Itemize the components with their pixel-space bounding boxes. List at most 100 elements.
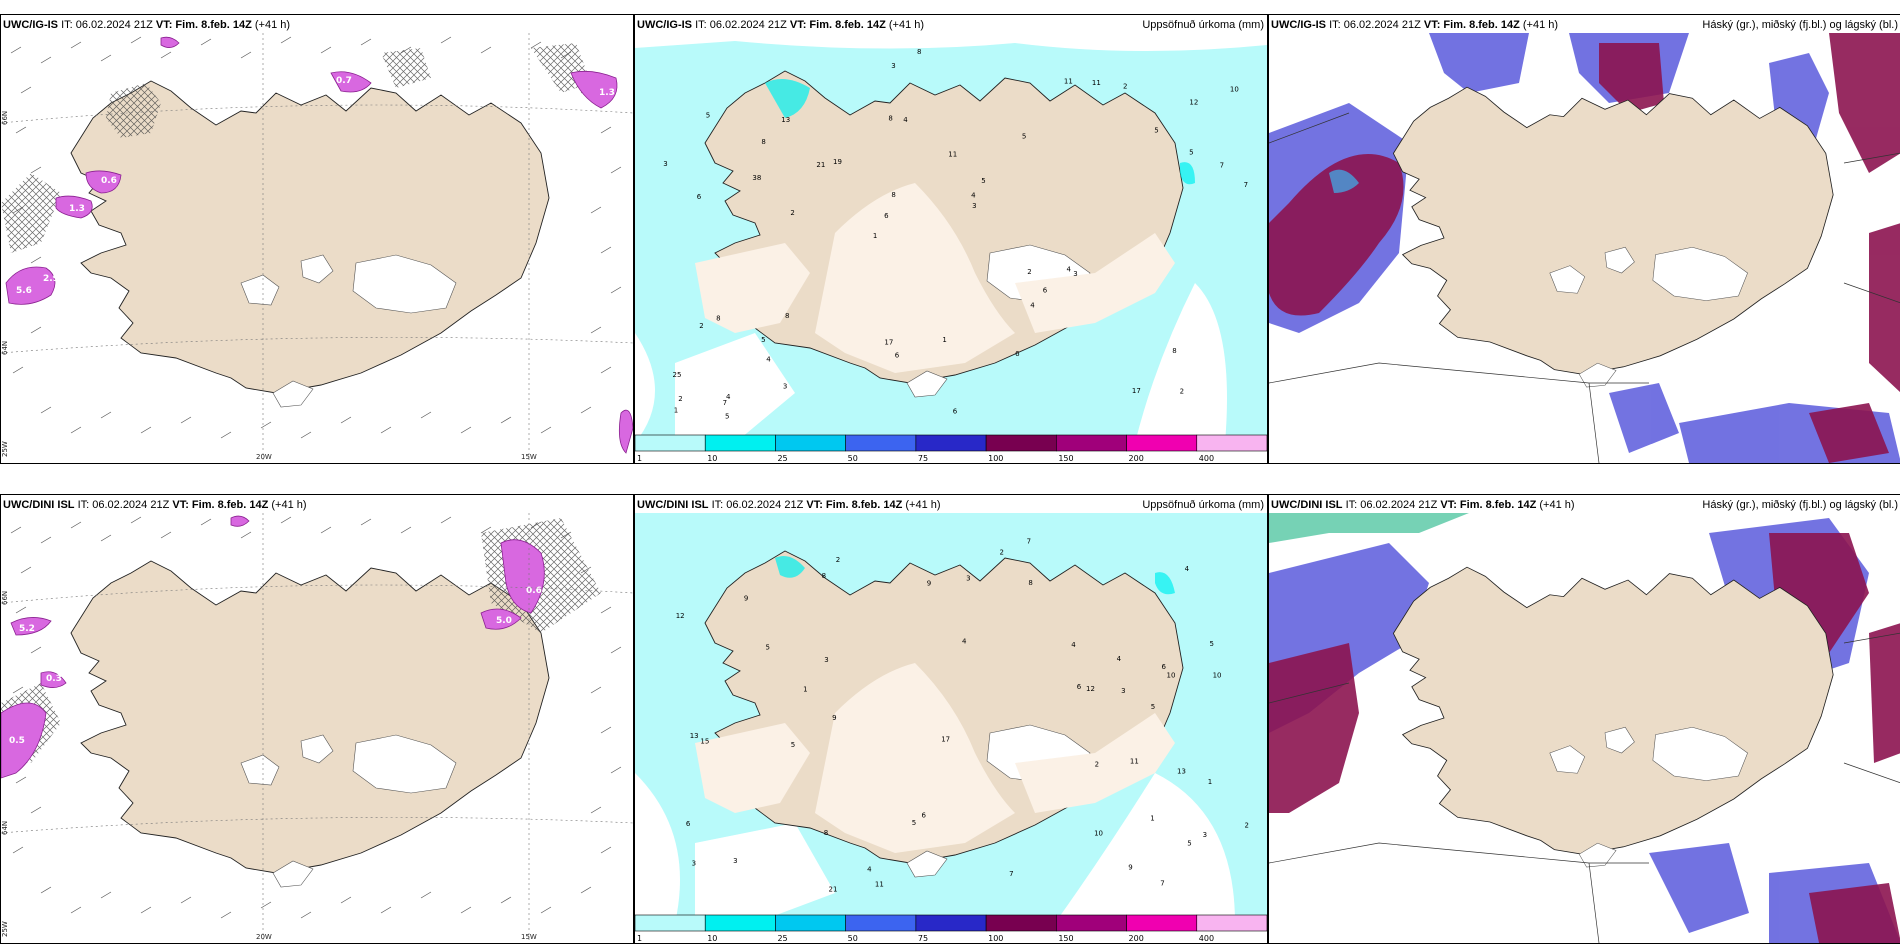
precip-value: 5: [1151, 703, 1155, 711]
lead-time: (+41 h): [1522, 19, 1559, 31]
colorbar-tick: 200: [1129, 454, 1144, 463]
precip-value: 12: [1086, 685, 1095, 693]
wind-map: 1.3 5.6 2.9 1.3 0.6 0.7 66N 64N 25W 20W …: [1, 33, 633, 463]
precip-value: 4: [971, 192, 976, 200]
snow-label: 0.3: [46, 674, 62, 684]
panel-precip-dini: UWC/DINI ISL IT: 06.02.2024 21Z VT: Fim.…: [634, 494, 1268, 944]
colorbar-tick: 75: [918, 934, 928, 943]
init-time: IT: 06.02.2024 21Z: [1345, 499, 1438, 511]
precip-value: 3: [1073, 270, 1077, 278]
init-time: IT: 06.02.2024 21Z: [711, 499, 804, 511]
snow-label: 5.0: [496, 616, 512, 626]
precip-map: 2612154811819254453537256178131181784621…: [635, 33, 1267, 443]
lon-label: 20W: [256, 933, 272, 941]
precip-value: 6: [686, 820, 691, 828]
precip-value: 1: [942, 336, 946, 344]
precip-value: 10: [1167, 672, 1176, 680]
precip-value: 8: [761, 138, 765, 146]
colorbar-tick: 200: [1129, 934, 1144, 943]
colorbar-tick: 50: [848, 454, 858, 463]
lat-label: 66N: [1, 591, 9, 605]
graticule: [1, 513, 633, 943]
panel-wind-dini: UWC/DINI ISL IT: 06.02.2024 21Z VT: Fim.…: [0, 494, 634, 944]
colorbar-tick: 100: [988, 454, 1003, 463]
precip-value: 4: [726, 393, 731, 401]
precip-value: 10: [1230, 86, 1239, 94]
precip-value: 4: [867, 865, 872, 873]
precip-value: 5: [1189, 149, 1193, 157]
precip-value: 21: [816, 161, 825, 169]
snow-label: 0.7: [336, 76, 352, 86]
precip-value: 19: [833, 158, 842, 166]
precip-value: 8: [917, 48, 921, 56]
cloud-map: [1269, 33, 1900, 463]
precip-value: 5: [725, 412, 729, 420]
lat-label: 66N: [1, 111, 9, 125]
colorbar-swatch: [1196, 434, 1267, 452]
precip-value: 2: [1000, 548, 1004, 556]
colorbar-tick: 25: [777, 454, 787, 463]
model-name: UWC/DINI ISL: [3, 499, 75, 511]
precip-value: 2: [1027, 268, 1031, 276]
panel-title: UWC/DINI ISL IT: 06.02.2024 21Z VT: Fim.…: [1271, 499, 1575, 511]
lead-time: (+41 h): [888, 19, 925, 31]
model-name: UWC/IG-IS: [3, 19, 58, 31]
precip-value: 2: [1180, 387, 1184, 395]
lon-label: 15W: [521, 933, 537, 941]
colorbar-swatch: [845, 434, 917, 452]
precip-value: 15: [700, 737, 709, 745]
model-name: UWC/DINI ISL: [1271, 499, 1343, 511]
precip-value: 3: [1203, 831, 1207, 839]
precip-value: 2: [678, 395, 682, 403]
precip-value: 3: [733, 857, 737, 865]
precip-value: 8: [888, 115, 892, 123]
precip-value: 6: [1162, 663, 1167, 671]
lat-label: 64N: [1, 341, 9, 355]
colorbar-tick: 10: [707, 934, 717, 943]
valid-time: VT: Fim. 8.feb. 14Z: [1440, 499, 1537, 511]
precip-value: 5: [706, 111, 710, 119]
colorbar-swatch: [915, 914, 987, 932]
lon-label: 15W: [521, 453, 537, 461]
precip-values: 1534326845101251169586101315764528425102…: [676, 537, 1249, 893]
lead-time: (+41 h): [271, 499, 307, 511]
precip-value: 6: [922, 812, 927, 820]
precip-value: 3: [663, 160, 667, 168]
snow-areas: [1, 515, 545, 779]
precip-value: 3: [783, 382, 787, 390]
precip-value: 4: [1067, 265, 1072, 273]
precip-value: 6: [697, 193, 702, 201]
precip-value: 25: [673, 371, 682, 379]
colorbar-swatch: [985, 434, 1057, 452]
panel-subtitle: Uppsöfnuð úrkoma (mm): [1142, 499, 1264, 511]
precip-value: 1: [1150, 815, 1154, 823]
colorbar-swatch: [635, 434, 706, 452]
colorbar-swatch: [775, 914, 846, 932]
lead-time: (+41 h): [254, 19, 291, 31]
snow-label: 0.6: [101, 176, 117, 186]
precip-value: 7: [723, 399, 727, 407]
model-name: UWC/DINI ISL: [637, 499, 709, 511]
panel-title: UWC/IG-IS IT: 06.02.2024 21Z VT: Fim. 8.…: [1271, 19, 1558, 31]
precip-value: 13: [781, 116, 790, 124]
valid-time: VT: Fim. 8.feb. 14Z: [789, 19, 886, 31]
init-time: IT: 06.02.2024 21Z: [1329, 19, 1421, 31]
valid-time: VT: Fim. 8.feb. 14Z: [172, 499, 269, 511]
colorbar-swatch: [704, 914, 776, 932]
colorbar-swatch: [985, 914, 1057, 932]
precip-value: 3: [692, 860, 696, 868]
precip-value: 4: [962, 638, 967, 646]
lat-label: 64N: [1, 821, 9, 835]
precip-value: 7: [1244, 181, 1248, 189]
precip-value: 8: [1028, 579, 1032, 587]
precip-value: 21: [829, 885, 838, 893]
init-time: IT: 06.02.2024 21Z: [695, 19, 787, 31]
colorbar-tick: 10: [707, 454, 717, 463]
snow-label: 2.9: [43, 274, 59, 284]
precip-value: 9: [927, 579, 931, 587]
graticule: [1, 33, 633, 463]
precip-value: 5: [766, 644, 770, 652]
precip-value: 2: [1123, 82, 1127, 90]
precip-value: 4: [1117, 655, 1122, 663]
